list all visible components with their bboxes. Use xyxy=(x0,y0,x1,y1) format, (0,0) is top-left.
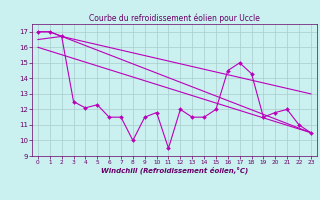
Title: Courbe du refroidissement éolien pour Uccle: Courbe du refroidissement éolien pour Uc… xyxy=(89,14,260,23)
X-axis label: Windchill (Refroidissement éolien,°C): Windchill (Refroidissement éolien,°C) xyxy=(101,167,248,174)
